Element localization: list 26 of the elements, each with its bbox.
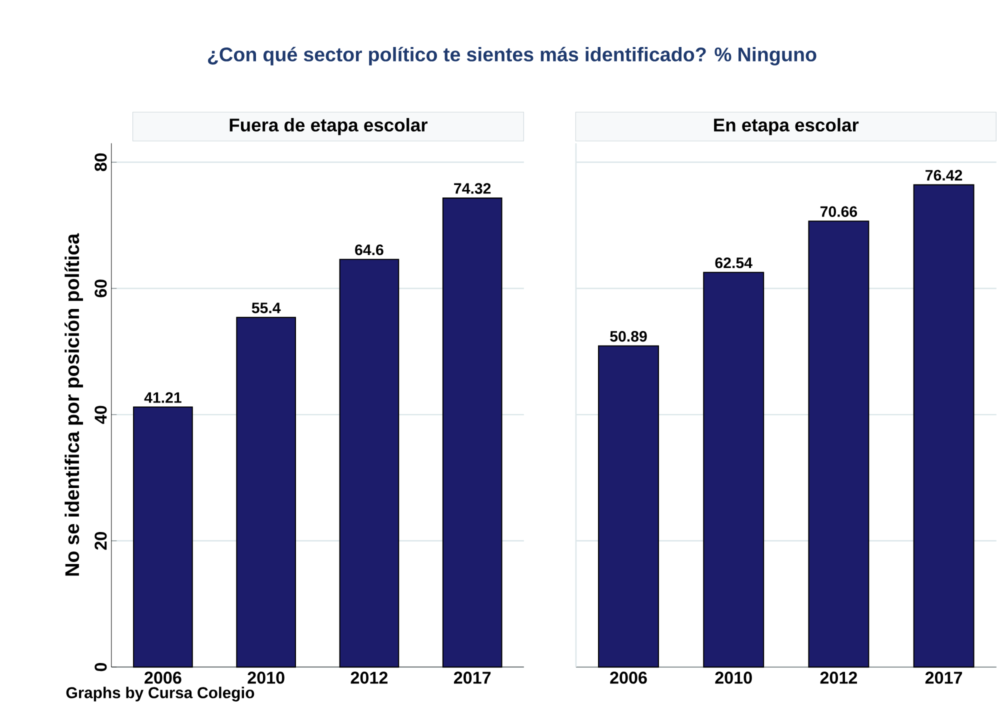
x-tick-label: 2006 — [144, 672, 182, 684]
y-tick-label: 20 — [94, 532, 107, 550]
x-tick-label: 2010 — [715, 672, 752, 684]
data-label: 62.54 — [715, 258, 752, 268]
y-tick-label: 0 — [94, 663, 107, 672]
x-tick-label: 2010 — [248, 672, 284, 684]
y-axis-title: No se identifica por posición política — [64, 233, 84, 576]
data-label: 70.66 — [820, 206, 858, 218]
x-tick-label: 2017 — [925, 672, 962, 684]
y-tick-label: 80 — [94, 154, 107, 172]
data-label: 41.21 — [144, 392, 182, 403]
data-label: 50.89 — [610, 331, 647, 342]
x-tick-label: 2006 — [610, 672, 647, 684]
data-label: 64.6 — [355, 244, 384, 256]
y-tick-label: 60 — [94, 280, 107, 298]
chart-subtitle: Fuera de etapa escolar — [230, 118, 428, 136]
text: Graphs by Cursa Colegio — [66, 686, 254, 702]
data-label: 76.42 — [926, 170, 962, 181]
x-tick-label: 2012 — [820, 672, 857, 684]
data-label: 74.32 — [454, 183, 491, 194]
chart-subtitle: En etapa escolar — [714, 118, 859, 136]
x-tick-label: 2012 — [350, 672, 388, 684]
data-label: 55.4 — [252, 302, 281, 314]
y-tick-label: 40 — [94, 406, 107, 424]
x-tick-label: 2017 — [454, 672, 491, 684]
chart-title: ¿Con qué sector político te sientes más identificado? % Ninguno — [208, 46, 816, 66]
